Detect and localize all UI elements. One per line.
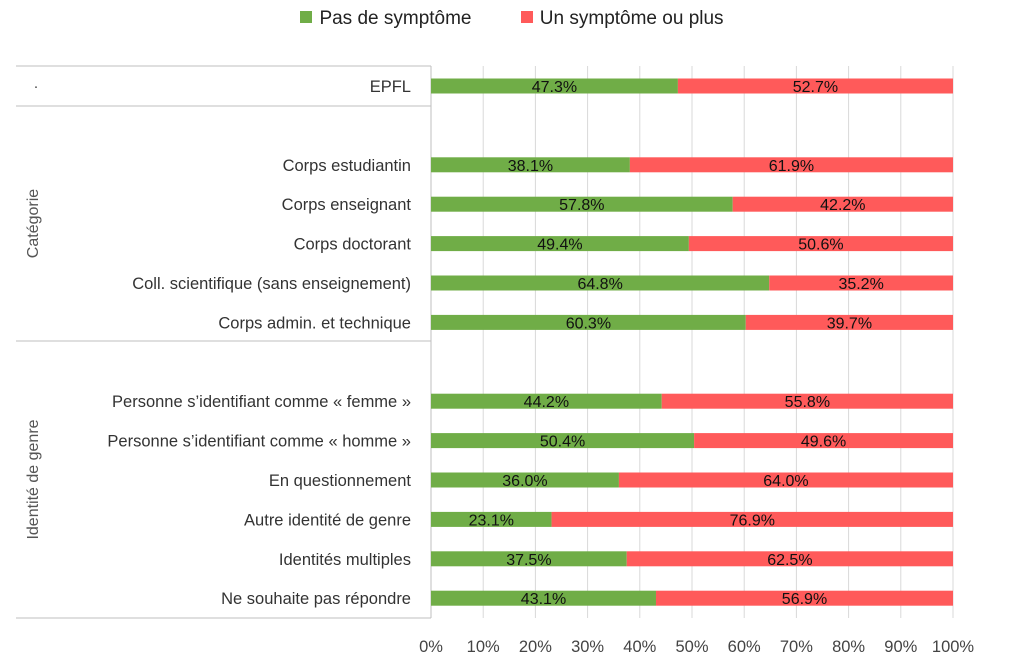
category-label: Corps enseignant	[282, 196, 412, 214]
category-label: Identités multiples	[279, 551, 411, 569]
legend-swatch-red	[520, 10, 533, 23]
group-label: ·	[34, 78, 39, 95]
bar-no-symptom	[431, 78, 678, 94]
category-label: Corps doctorant	[294, 236, 412, 254]
category-label: Personne s’identifiant comme « femme »	[112, 393, 411, 411]
x-tick-label: 100%	[932, 638, 975, 656]
bar-no-symptom	[431, 511, 552, 527]
data-label: 44.2%	[524, 394, 569, 411]
x-tick-label: 10%	[467, 638, 500, 656]
data-label: 37.5%	[506, 552, 551, 569]
bar-symptom	[661, 393, 953, 409]
x-tick-label: 80%	[832, 638, 865, 656]
data-label: 60.3%	[566, 315, 611, 332]
data-label: 39.7%	[827, 315, 872, 332]
category-label: EPFL	[370, 78, 411, 96]
bar-no-symptom	[431, 590, 656, 606]
legend-label: Un symptôme ou plus	[539, 8, 724, 29]
data-label: 49.6%	[801, 434, 846, 451]
data-label: 64.8%	[577, 276, 622, 293]
x-tick-label: 0%	[419, 638, 443, 656]
bars	[431, 78, 953, 606]
group-label: Catégorie	[25, 189, 42, 258]
category-labels: EPFL Corps estudiantin Corps enseignant Cor…	[107, 78, 411, 608]
data-label: 42.2%	[820, 197, 865, 214]
category-label: Autre identité de genre	[244, 511, 411, 529]
bar-no-symptom	[431, 551, 627, 567]
bar-symptom	[769, 275, 953, 291]
group-label: Identité de genre	[25, 419, 42, 539]
data-label: 43.1%	[521, 591, 566, 608]
legend: Pas de symptôme Un symptôme ou plus	[0, 8, 1024, 30]
data-label: 38.1%	[508, 158, 553, 175]
category-label: Corps estudiantin	[283, 157, 411, 175]
x-tick-label: 60%	[728, 638, 761, 656]
x-tick-label: 70%	[780, 638, 813, 656]
x-tick-label: 40%	[623, 638, 656, 656]
category-label: Personne s’identifiant comme « homme »	[107, 433, 411, 451]
bar-symptom	[732, 196, 953, 212]
data-labels: 47.3% 52.7% 38.1% 61.9% 57.8% 42.2% 49.4% 50.6%…	[469, 79, 884, 608]
bar-no-symptom	[431, 393, 662, 409]
data-label: 23.1%	[469, 512, 514, 529]
bar-symptom	[694, 433, 953, 449]
legend-item-no-symptom: Pas de symptôme	[300, 8, 472, 30]
data-label: 49.4%	[537, 237, 582, 254]
x-tick-label: 90%	[884, 638, 917, 656]
bar-symptom	[551, 511, 953, 527]
data-label: 52.7%	[793, 79, 838, 96]
data-label: 76.9%	[730, 512, 775, 529]
x-tick-label: 30%	[571, 638, 604, 656]
legend-swatch-green	[300, 10, 313, 23]
x-tick-label: 20%	[519, 638, 552, 656]
bar-no-symptom	[431, 472, 619, 488]
x-tick-labels: 0% 10% 20% 30% 40% 50% 60% 70% 80% 90% 100%	[419, 638, 974, 656]
data-label: 35.2%	[838, 276, 883, 293]
data-label: 47.3%	[532, 79, 577, 96]
bar-no-symptom	[431, 275, 770, 291]
legend-item-symptom: Un symptôme ou plus	[520, 8, 724, 30]
gridlines	[430, 66, 954, 618]
data-label: 56.9%	[782, 591, 827, 608]
bar-symptom	[688, 236, 953, 252]
bar-symptom	[745, 314, 953, 330]
data-label: 61.9%	[769, 158, 814, 175]
group-labels: · Catégorie Identité de genre	[25, 78, 42, 540]
data-label: 50.4%	[540, 434, 585, 451]
bar-symptom	[618, 472, 953, 488]
bar-no-symptom	[431, 196, 733, 212]
data-label: 36.0%	[502, 473, 547, 490]
category-label: Corps admin. et technique	[218, 314, 411, 332]
category-label: En questionnement	[269, 472, 412, 490]
bar-symptom	[626, 551, 953, 567]
category-label: Ne souhaite pas répondre	[221, 590, 411, 608]
data-label: 62.5%	[767, 552, 812, 569]
x-tick-label: 50%	[675, 638, 708, 656]
category-frame	[16, 65, 432, 619]
bar-symptom	[655, 590, 953, 606]
bar-no-symptom	[431, 314, 746, 330]
bar-no-symptom	[431, 236, 689, 252]
data-label: 50.6%	[798, 237, 843, 254]
bar-symptom	[677, 78, 953, 94]
data-label: 57.8%	[559, 197, 604, 214]
data-label: 64.0%	[763, 473, 808, 490]
bar-symptom	[629, 157, 953, 173]
legend-label: Pas de symptôme	[319, 8, 472, 29]
data-label: 55.8%	[785, 394, 830, 411]
bar-no-symptom	[431, 157, 630, 173]
bar-no-symptom	[431, 433, 695, 449]
category-label: Coll. scientifique (sans enseignement)	[132, 275, 411, 293]
